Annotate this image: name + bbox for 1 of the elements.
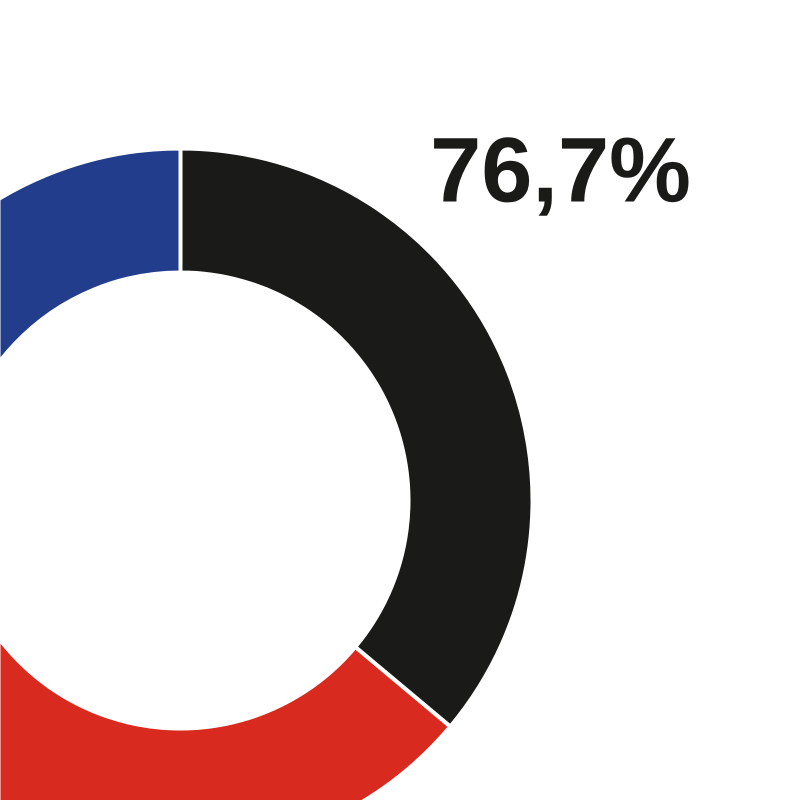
text: 76,7% [430,120,691,222]
